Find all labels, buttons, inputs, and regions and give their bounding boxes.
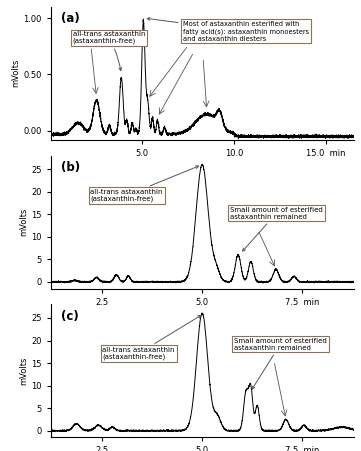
Text: (c): (c) (61, 310, 79, 323)
Text: all-trans astaxanthin
(astaxanthin-free): all-trans astaxanthin (astaxanthin-free) (103, 315, 201, 360)
Text: Small amount of esterified
astaxanthin remained: Small amount of esterified astaxanthin r… (234, 337, 327, 389)
Text: Most of astaxanthin esterified with
fatty acid(s): astaxanthin monoesters
and as: Most of astaxanthin esterified with fatt… (147, 18, 309, 41)
Text: all-trans astaxanthin
(astaxanthin-free): all-trans astaxanthin (astaxanthin-free) (73, 31, 145, 71)
Y-axis label: mVolts: mVolts (19, 357, 28, 385)
Y-axis label: mVolts: mVolts (11, 59, 20, 87)
Text: (b): (b) (61, 161, 80, 174)
Text: all-trans astaxanthin
(astaxanthin-free): all-trans astaxanthin (astaxanthin-free) (91, 166, 199, 202)
Text: Small amount of esterified
astaxanthin remained: Small amount of esterified astaxanthin r… (230, 207, 323, 251)
Y-axis label: mVolts: mVolts (19, 208, 28, 236)
Text: (a): (a) (61, 12, 80, 25)
